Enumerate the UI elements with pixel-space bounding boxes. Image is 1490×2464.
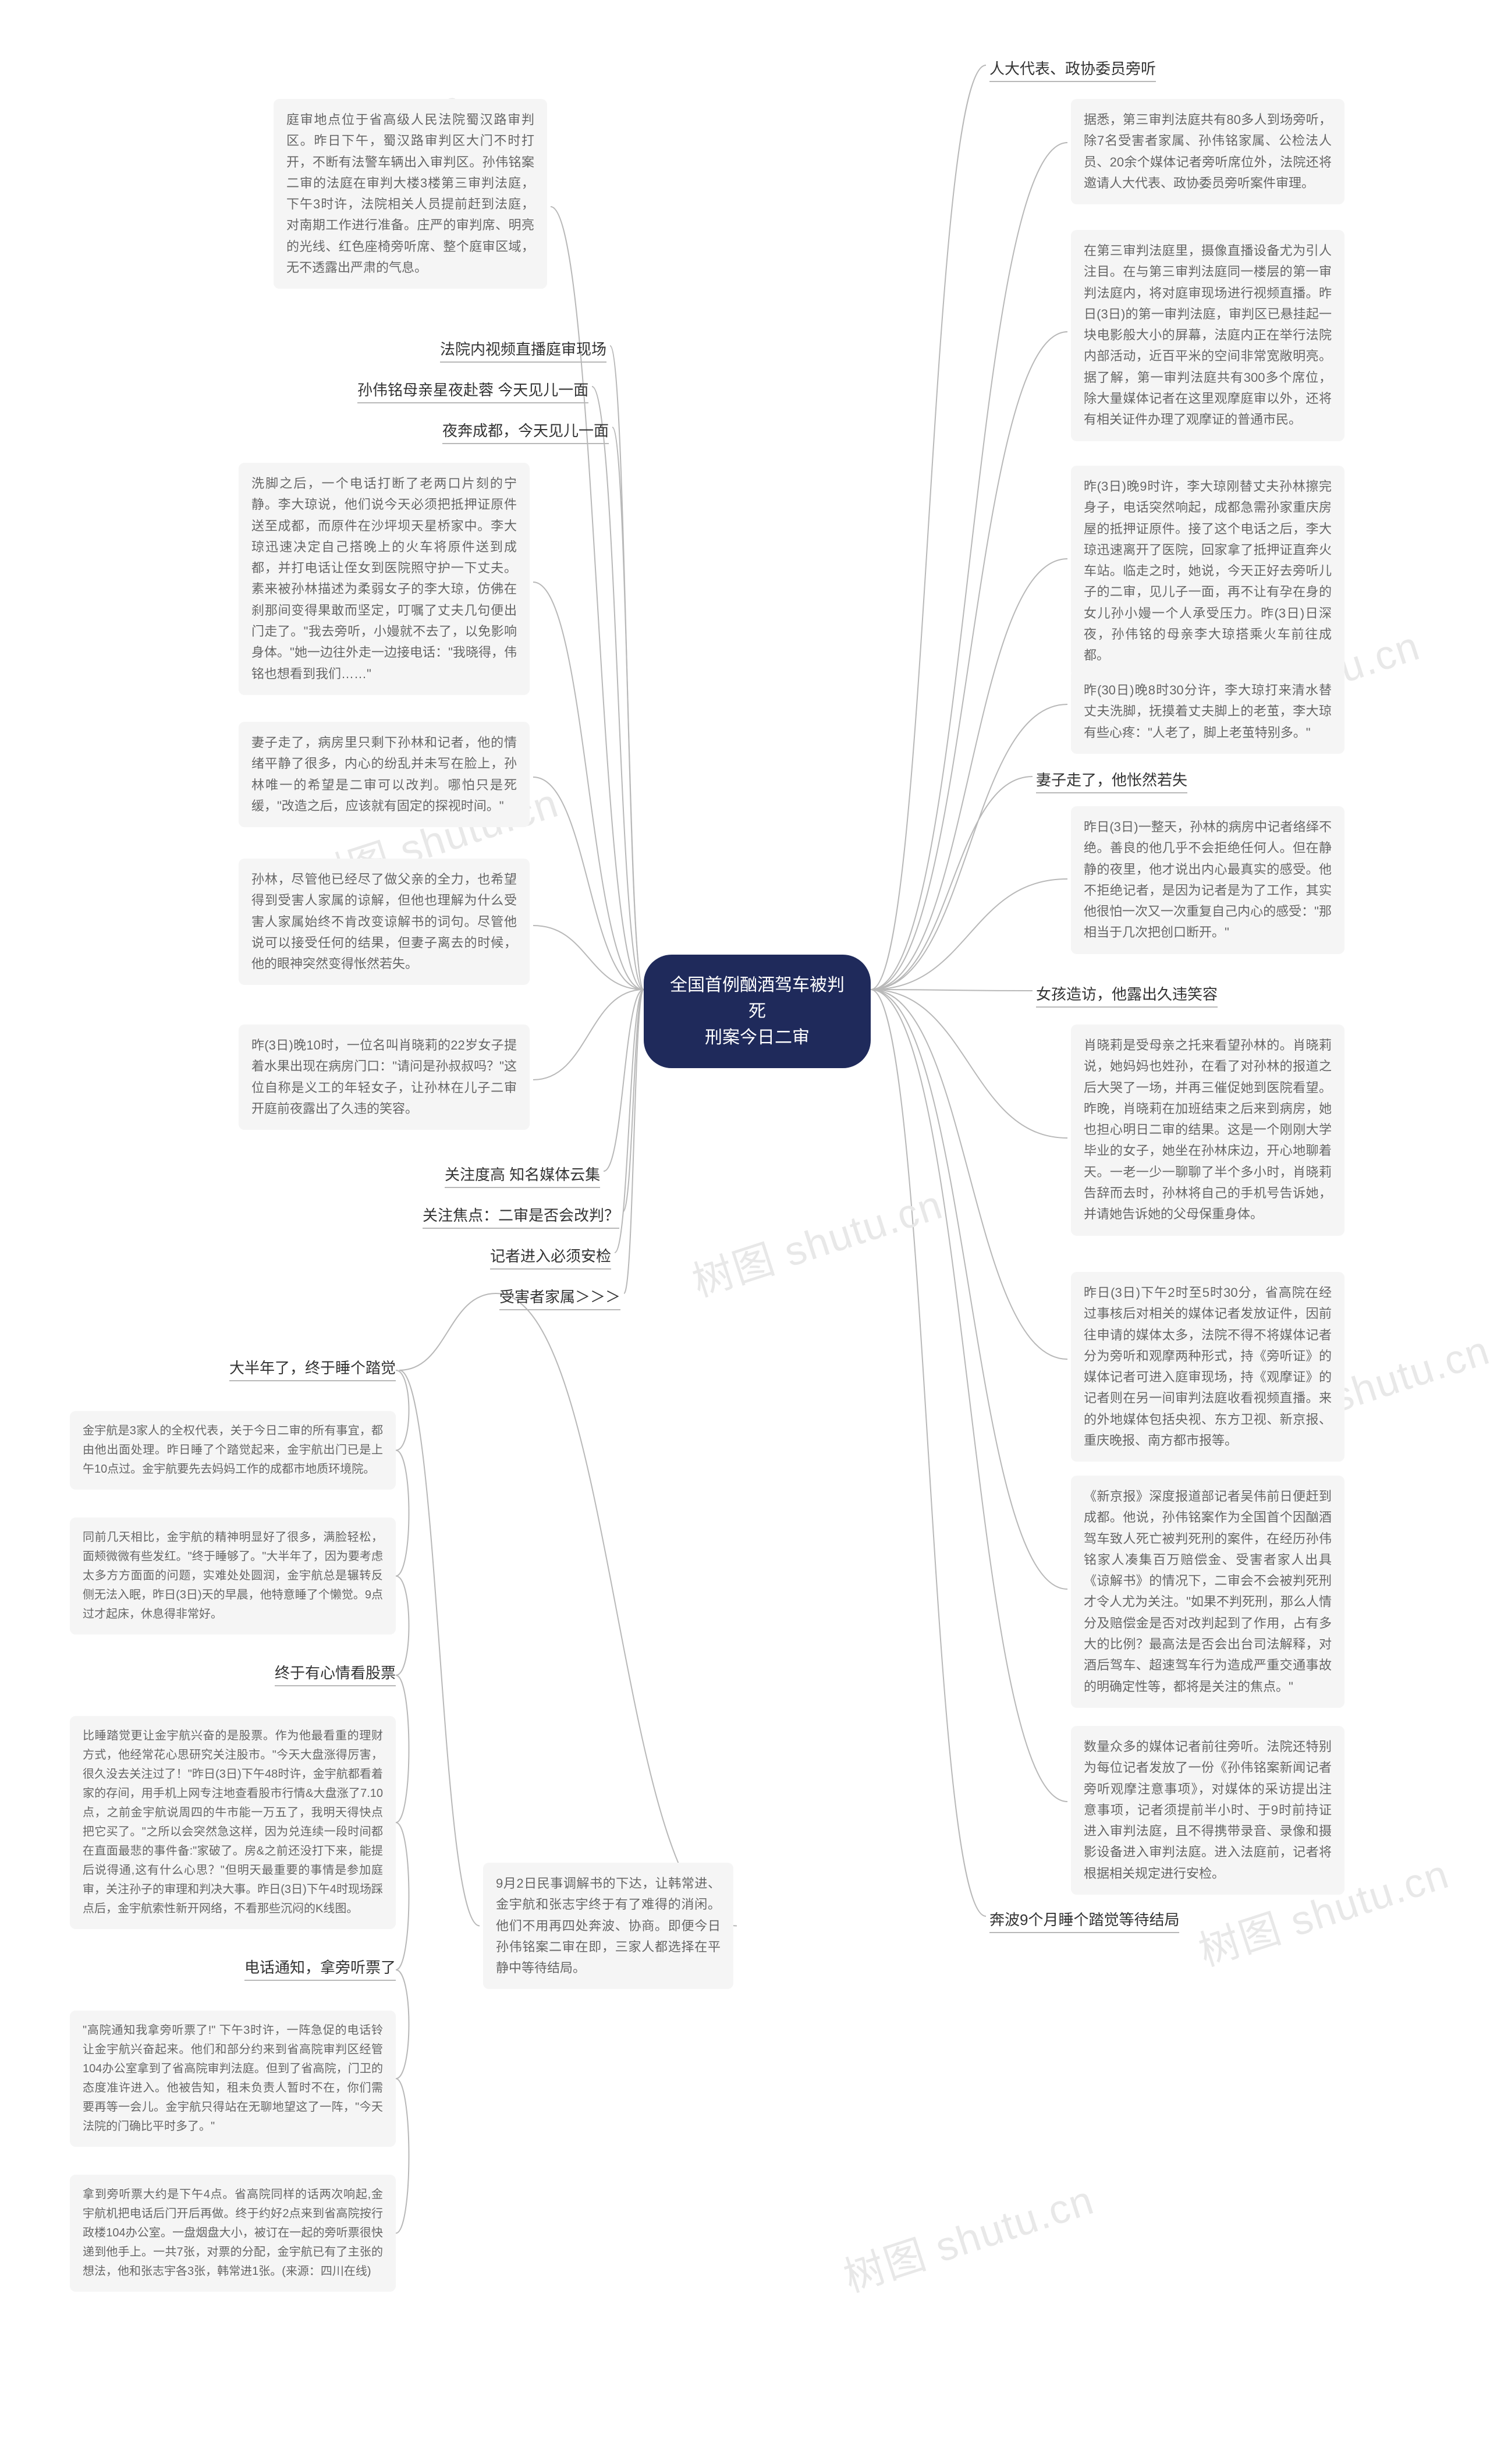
branch-label-text: 受害者家属＞＞＞	[499, 1286, 620, 1310]
branch-label-text: 夜奔成都，今天见儿一面	[442, 420, 609, 444]
chain-label: 电话通知，拿旁听票了	[244, 1957, 396, 1981]
chain-box: 同前几天相比，金宇航的精神明显好了很多，满脸轻松，面颊微微有些发红。"终于睡够了…	[70, 1518, 396, 1635]
watermark: 树图 shutu.cn	[684, 1172, 949, 1309]
branch-label: 女孩造访，他露出久违笑容	[1036, 984, 1218, 1008]
branch-label-text: 关注度高 知名媒体云集	[445, 1164, 600, 1188]
detail-box: 在第三审判法庭里，摄像直播设备尤为引人注目。在与第三审判法庭同一楼层的第一审判法…	[1071, 230, 1344, 441]
chain-box: 金宇航是3家人的全权代表，关于今日二审的所有事宜，都由他出面处理。昨日睡了个踏觉…	[70, 1411, 396, 1490]
branch-label: 法院内视频直播庭审现场	[440, 339, 606, 363]
branch-label: 人大代表、政协委员旁听	[989, 58, 1156, 82]
branch-label: 受害者家属＞＞＞	[499, 1286, 620, 1310]
chain-box: 比睡踏觉更让金宇航兴奋的是股票。作为他最看重的理财方式，他经常花心思研究关注股市…	[70, 1716, 396, 1929]
branch-label-text: 法院内视频直播庭审现场	[440, 339, 606, 363]
chain-label-text: 大半年了，终于睡个踏觉	[229, 1357, 396, 1381]
branch-label-text: 人大代表、政协委员旁听	[989, 58, 1156, 82]
branch-label: 孙伟铭母亲星夜赴蓉 今天见儿一面	[357, 380, 588, 403]
chain-label: 大半年了，终于睡个踏觉	[229, 1357, 396, 1381]
detail-box: 据悉，第三审判法庭共有80多人到场旁听，除7名受害者家属、孙伟铭家属、公检法人员…	[1071, 99, 1344, 204]
branch-label: 关注度高 知名媒体云集	[445, 1164, 600, 1188]
branch-label: 妻子走了，他怅然若失	[1036, 770, 1187, 793]
chain-side-box: 9月2日民事调解书的下达，让韩常进、金宇航和张志宇终于有了难得的消闲。他们不用再…	[483, 1863, 733, 1989]
branch-label: 奔波9个月睡个踏觉等待结局	[989, 1909, 1179, 1933]
detail-box: 妻子走了，病房里只剩下孙林和记者，他的情绪平静了很多，内心的纷乱并未写在脸上，孙…	[239, 722, 530, 827]
mindmap-canvas: shutu.cn树图树图 shutu.cn树图 shutu.cn树图 shutu…	[0, 0, 1490, 2464]
branch-label: 夜奔成都，今天见儿一面	[442, 420, 609, 444]
detail-box: 数量众多的媒体记者前往旁听。法院还特别为每位记者发放了一份《孙伟铭案新闻记者旁听…	[1071, 1726, 1344, 1895]
branch-label: 关注焦点：二审是否会改判？	[423, 1205, 619, 1229]
detail-box: 昨(30日)晚8时30分许，李大琼打来清水替丈夫洗脚，抚摸着丈夫脚上的老茧，李大…	[1071, 669, 1344, 754]
detail-box: 昨日(3日)一整天，孙林的病房中记者络绎不绝。善良的他几乎不会拒绝任何人。但在静…	[1071, 806, 1344, 954]
detail-box: 庭审地点位于省高级人民法院蜀汉路审判区。昨日下午，蜀汉路审判区大门不时打开，不断…	[274, 99, 547, 289]
branch-label-text: 奔波9个月睡个踏觉等待结局	[989, 1909, 1179, 1933]
watermark: 树图 shutu.cn	[835, 2168, 1100, 2304]
chain-label-text: 终于有心情看股票	[275, 1662, 396, 1686]
chain-box: 拿到旁听票大约是下午4点。省高院同样的话两次响起,金宇航机把电话后门开后再做。终…	[70, 2175, 396, 2292]
chain-label: 终于有心情看股票	[275, 1662, 396, 1686]
detail-box: 肖晓莉是受母亲之托来看望孙林的。肖晓莉说，她妈妈也姓孙，在看了对孙林的报道之后大…	[1071, 1024, 1344, 1236]
branch-label-text: 记者进入必须安检	[490, 1246, 611, 1270]
detail-box: 昨(3日)晚9时许，李大琼刚替丈夫孙林擦完身子，电话突然响起，成都急需孙家重庆房…	[1071, 466, 1344, 677]
detail-box: 《新京报》深度报道部记者吴伟前日便赶到成都。他说，孙伟铭案作为全国首个因酗酒驾车…	[1071, 1476, 1344, 1708]
branch-label-text: 女孩造访，他露出久违笑容	[1036, 984, 1218, 1008]
detail-box: 昨(3日)晚10时，一位名叫肖晓莉的22岁女子提着水果出现在病房门口："请问是孙…	[239, 1024, 530, 1130]
center-topic: 全国首例酗酒驾车被判死刑案今日二审	[644, 955, 871, 1068]
branch-label: 记者进入必须安检	[490, 1246, 611, 1270]
branch-label-text: 孙伟铭母亲星夜赴蓉 今天见儿一面	[357, 380, 588, 403]
branch-label-text: 妻子走了，他怅然若失	[1036, 770, 1187, 793]
branch-label-text: 关注焦点：二审是否会改判？	[423, 1205, 619, 1229]
chain-label-text: 电话通知，拿旁听票了	[244, 1957, 396, 1981]
chain-box: "高院通知我拿旁听票了!" 下午3时许，一阵急促的电话铃让金宇航兴奋起来。他们和…	[70, 2011, 396, 2147]
detail-box: 孙林，尽管他已经尽了做父亲的全力，也希望得到受害人家属的谅解，但他也理解为什么受…	[239, 859, 530, 985]
detail-box: 洗脚之后，一个电话打断了老两口片刻的宁静。李大琼说，他们说今天必须把抵押证原件送…	[239, 463, 530, 695]
detail-box: 昨日(3日)下午2时至5时30分，省高院在经过事核后对相关的媒体记者发放证件，因…	[1071, 1272, 1344, 1462]
